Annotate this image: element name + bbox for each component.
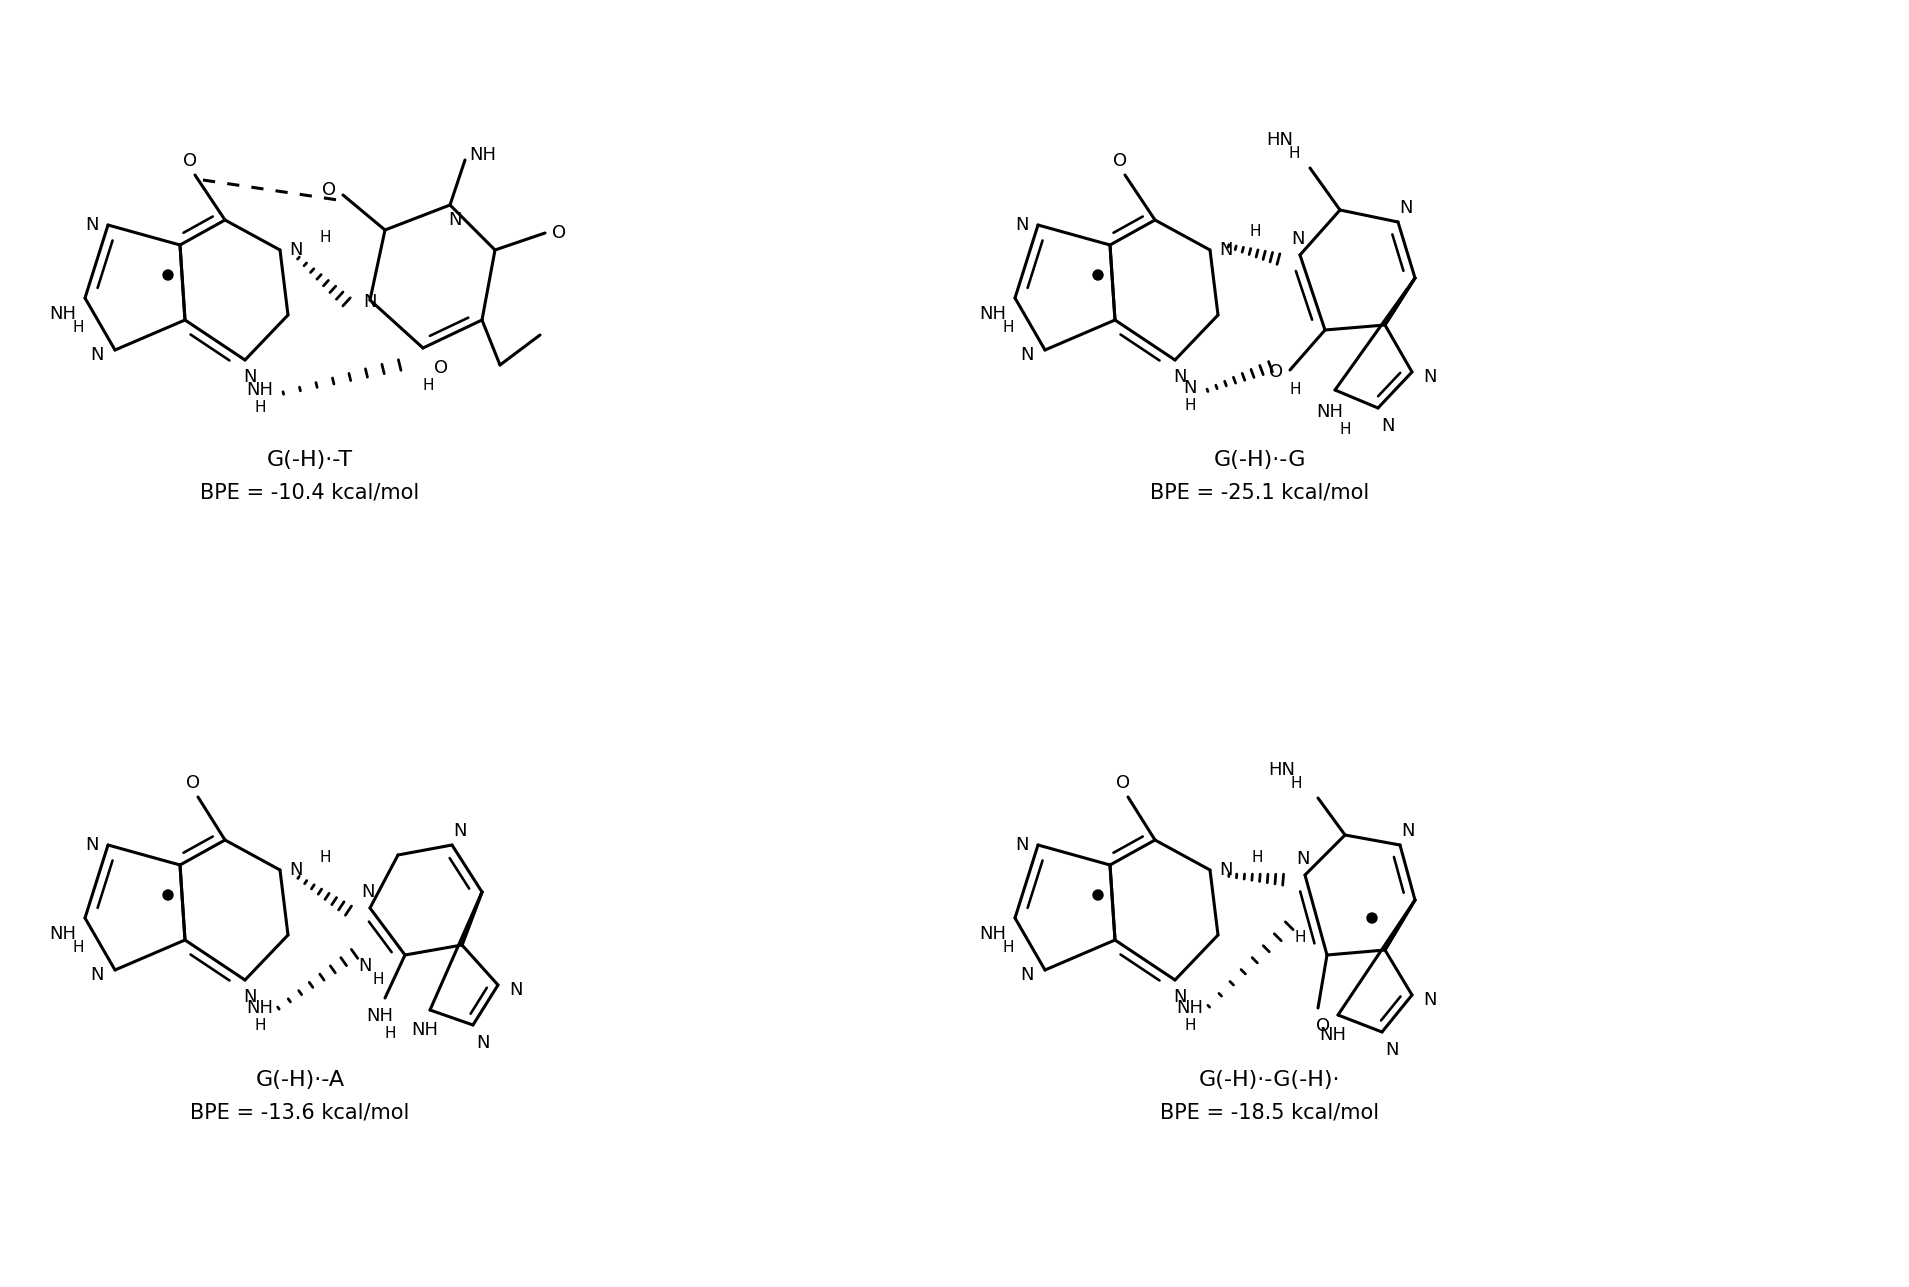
Text: O: O	[1113, 152, 1126, 170]
Text: N: N	[1220, 241, 1233, 259]
Text: O: O	[1117, 773, 1130, 792]
Text: O: O	[1269, 363, 1283, 381]
Text: BPE = -10.4 kcal/mol: BPE = -10.4 kcal/mol	[200, 483, 420, 502]
Text: N: N	[86, 837, 99, 855]
Text: NH: NH	[246, 999, 273, 1017]
Text: G(-H)·-T: G(-H)·-T	[267, 450, 353, 470]
Circle shape	[162, 891, 174, 900]
Text: NH: NH	[412, 1021, 439, 1039]
Text: N: N	[1174, 988, 1187, 1006]
Text: N: N	[1424, 368, 1437, 386]
Text: NH: NH	[1319, 1026, 1346, 1044]
Text: O: O	[323, 181, 336, 199]
Text: N: N	[90, 346, 103, 364]
Text: H: H	[1294, 929, 1306, 945]
Text: N: N	[1399, 199, 1413, 218]
Text: H: H	[372, 973, 384, 987]
Text: O: O	[185, 773, 200, 792]
Text: H: H	[1250, 851, 1262, 865]
Text: N: N	[290, 861, 304, 879]
Text: N: N	[475, 1033, 491, 1051]
Text: N: N	[361, 883, 374, 901]
Circle shape	[162, 270, 174, 281]
Text: N: N	[1382, 417, 1395, 435]
Text: NH: NH	[50, 925, 76, 943]
Text: N: N	[1019, 967, 1035, 985]
Text: H: H	[1340, 422, 1352, 438]
Text: H: H	[1289, 147, 1300, 161]
Circle shape	[1367, 912, 1376, 923]
Text: NH: NH	[979, 925, 1006, 943]
Text: N: N	[449, 211, 462, 229]
Text: O: O	[183, 152, 197, 170]
Text: H: H	[1290, 776, 1302, 792]
Circle shape	[1094, 270, 1103, 281]
Text: O: O	[433, 359, 449, 377]
Text: N: N	[90, 967, 103, 985]
Text: BPE = -18.5 kcal/mol: BPE = -18.5 kcal/mol	[1161, 1102, 1380, 1122]
Text: H: H	[384, 1027, 395, 1041]
Text: G(-H)·-A: G(-H)·-A	[256, 1069, 344, 1090]
Text: H: H	[1184, 398, 1195, 413]
Text: N: N	[86, 216, 99, 234]
Text: H: H	[1289, 382, 1300, 398]
Text: N: N	[1424, 991, 1437, 1009]
Text: N: N	[359, 958, 372, 976]
Text: N: N	[1184, 378, 1197, 396]
Text: H: H	[422, 378, 433, 394]
Circle shape	[1094, 891, 1103, 900]
Text: N: N	[290, 241, 304, 259]
Text: O: O	[552, 224, 567, 242]
Text: H: H	[1184, 1018, 1195, 1032]
Text: N: N	[1290, 230, 1304, 248]
Text: NH: NH	[1317, 403, 1344, 421]
Text: H: H	[73, 320, 84, 336]
Text: G(-H)·-G(-H)·: G(-H)·-G(-H)·	[1199, 1069, 1340, 1090]
Text: H: H	[73, 941, 84, 955]
Text: N: N	[1016, 216, 1029, 234]
Text: N: N	[1401, 822, 1415, 840]
Text: H: H	[319, 230, 330, 246]
Text: BPE = -13.6 kcal/mol: BPE = -13.6 kcal/mol	[191, 1102, 410, 1122]
Text: H: H	[254, 1018, 265, 1032]
Text: HN: HN	[1268, 761, 1296, 779]
Text: N: N	[1019, 346, 1035, 364]
Text: N: N	[510, 981, 523, 999]
Text: BPE = -25.1 kcal/mol: BPE = -25.1 kcal/mol	[1151, 483, 1369, 502]
Text: NH: NH	[367, 1006, 393, 1024]
Text: N: N	[242, 368, 256, 386]
Text: O: O	[1315, 1017, 1331, 1035]
Text: N: N	[1296, 849, 1310, 867]
Text: H: H	[1002, 941, 1014, 955]
Text: H: H	[254, 400, 265, 416]
Text: G(-H)·-G: G(-H)·-G	[1214, 450, 1306, 470]
Text: H: H	[1002, 320, 1014, 336]
Text: N: N	[363, 293, 376, 311]
Text: HN: HN	[1266, 131, 1294, 149]
Text: H: H	[319, 851, 330, 865]
Text: NH: NH	[50, 305, 76, 323]
Text: N: N	[1220, 861, 1233, 879]
Text: N: N	[452, 822, 466, 840]
Text: N: N	[1386, 1041, 1399, 1059]
Text: N: N	[1016, 837, 1029, 855]
Text: NH: NH	[470, 145, 496, 163]
Text: NH: NH	[1176, 999, 1203, 1017]
Text: N: N	[1174, 368, 1187, 386]
Text: NH: NH	[246, 381, 273, 399]
Text: NH: NH	[979, 305, 1006, 323]
Text: N: N	[242, 988, 256, 1006]
Text: H: H	[1248, 224, 1260, 239]
